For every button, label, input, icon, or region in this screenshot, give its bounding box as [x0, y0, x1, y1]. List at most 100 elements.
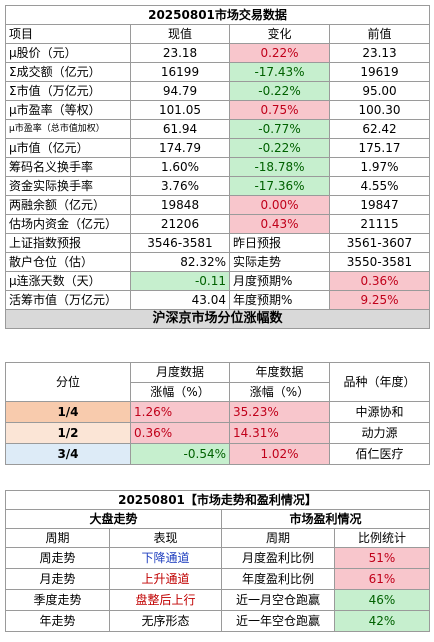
month-gain: 0.36%: [130, 422, 230, 444]
profit-label: 近一年空仓跑赢: [221, 610, 335, 632]
variety-name: 动力源: [329, 422, 430, 444]
header-month: 月度数据: [130, 362, 230, 383]
table-row: 1/4 1.26% 35.23% 中源协和: [5, 401, 430, 423]
table-row: Σ成交额（亿元） 16199 -17.43% 19619: [5, 62, 430, 82]
month-gain: -0.54%: [130, 443, 230, 465]
current-value: 1.60%: [130, 157, 230, 177]
table-row: 1/2 0.36% 14.31% 动力源: [5, 422, 430, 444]
current-value: 19848: [130, 195, 230, 215]
change-value: -0.22%: [229, 81, 330, 101]
table-row: 3/4 -0.54% 1.02% 佰仁医疗: [5, 443, 430, 465]
current-value: 21206: [130, 214, 230, 234]
row-label: 活筹市值（万亿元）: [5, 290, 131, 310]
profit-ratio: 61%: [334, 568, 430, 590]
quantile-label: 3/4: [5, 443, 131, 465]
previous-value: 23.13: [329, 43, 430, 63]
header-year-sub: 涨幅（%）: [229, 381, 330, 402]
header-item: 项目: [5, 24, 131, 44]
change-value: -18.78%: [229, 157, 330, 177]
row-label: μ市值（亿元）: [5, 138, 131, 158]
trend-profit-table: 20250801【市场走势和盈利情况】 大盘走势 市场盈利情况 周期 表现 周期…: [5, 490, 430, 632]
change-value: 0.00%: [229, 195, 330, 215]
previous-value: 175.17: [329, 138, 430, 158]
header-quantile: 分位: [5, 362, 131, 402]
change-value: -0.77%: [229, 119, 330, 139]
row-label: μ连涨天数（天）: [5, 271, 131, 291]
change-value: 0.75%: [229, 100, 330, 120]
row-label: 散户仓位（估）: [5, 252, 131, 272]
market-data-table: 20250801市场交易数据 项目 现值 变化 前值 μ股价（元） 23.18 …: [5, 5, 430, 329]
table-row: 估场内资金（亿元） 21206 0.43% 21115: [5, 214, 430, 234]
row-label: 实际走势: [229, 252, 330, 272]
table-row: 散户仓位（估） 82.32% 实际走势 3550-3581: [5, 252, 430, 272]
table-row: μ市值（亿元） 174.79 -0.22% 175.17: [5, 138, 430, 158]
previous-value: 95.00: [329, 81, 430, 101]
header-month-sub: 涨幅（%）: [130, 381, 230, 402]
table-row: 季度走势 盘整后上行 近一月空仓跑赢 46%: [5, 589, 430, 611]
change-value: -17.36%: [229, 176, 330, 196]
period-label: 周走势: [5, 547, 110, 569]
current-value: 61.94: [130, 119, 230, 139]
trend-value: 下降通道: [109, 547, 222, 569]
row-label: 资金实际换手率: [5, 176, 131, 196]
row-label: 两融余额（亿元）: [5, 195, 131, 215]
position-value: 82.32%: [130, 252, 230, 272]
year-gain: 14.31%: [229, 422, 330, 444]
active-cap-value: 43.04: [130, 290, 230, 310]
table-row: μ股价（元） 23.18 0.22% 23.13: [5, 43, 430, 63]
row-label: Σ成交额（亿元）: [5, 62, 131, 82]
forecast-value: 3561-3607: [329, 233, 430, 253]
variety-name: 中源协和: [329, 401, 430, 423]
header-period: 周期: [5, 528, 110, 548]
previous-value: 19619: [329, 62, 430, 82]
quantile-label: 1/2: [5, 422, 131, 444]
profit-ratio: 51%: [334, 547, 430, 569]
header-change: 变化: [229, 24, 330, 44]
change-value: 0.43%: [229, 214, 330, 234]
table-row: 筹码名义换手率 1.60% -18.78% 1.97%: [5, 157, 430, 177]
trend-value: 上升通道: [109, 568, 222, 590]
quantile-table: 分位 月度数据 年度数据 品种（年度） 涨幅（%） 涨幅（%） 1/4 1.26…: [5, 362, 430, 465]
previous-value: 1.97%: [329, 157, 430, 177]
profit-ratio: 42%: [334, 610, 430, 632]
header-performance: 表现: [109, 528, 222, 548]
current-value: 174.79: [130, 138, 230, 158]
header-market-trend: 大盘走势: [5, 509, 222, 529]
profit-ratio: 46%: [334, 589, 430, 611]
row-label: 筹码名义换手率: [5, 157, 131, 177]
year-gain: 35.23%: [229, 401, 330, 423]
table-row: 活筹市值（万亿元） 43.04 年度预期% 9.25%: [5, 290, 430, 310]
year-gain: 1.02%: [229, 443, 330, 465]
profit-label: 月度盈利比例: [221, 547, 335, 569]
current-value: 101.05: [130, 100, 230, 120]
variety-name: 佰仁医疗: [329, 443, 430, 465]
previous-value: 62.42: [329, 119, 430, 139]
previous-value: 100.30: [329, 100, 430, 120]
row-label: 昨日预报: [229, 233, 330, 253]
table-row: μ连涨天数（天） -0.11 月度预期% 0.36%: [5, 271, 430, 291]
header-variety: 品种（年度）: [329, 362, 430, 402]
profit-label: 近一月空仓跑赢: [221, 589, 335, 611]
row-label: 估场内资金（亿元）: [5, 214, 131, 234]
trend-value: 盘整后上行: [109, 589, 222, 611]
month-gain: 1.26%: [130, 401, 230, 423]
row-label: μ市盈率（等权）: [5, 100, 131, 120]
header-market-profit: 市场盈利情况: [221, 509, 430, 529]
header-ratio: 比例统计: [334, 528, 430, 548]
previous-value: 4.55%: [329, 176, 430, 196]
table-row: 资金实际换手率 3.76% -17.36% 4.55%: [5, 176, 430, 196]
row-label: μ市盈率（总市值加权）: [5, 119, 131, 139]
table-row: 上证指数预报 3546-3581 昨日预报 3561-3607: [5, 233, 430, 253]
current-value: 3.76%: [130, 176, 230, 196]
row-label: Σ市值（万亿元）: [5, 81, 131, 101]
actual-value: 3550-3581: [329, 252, 430, 272]
trend-value: 无序形态: [109, 610, 222, 632]
row-label: 月度预期%: [229, 271, 330, 291]
period-label: 年走势: [5, 610, 110, 632]
table-row: 月走势 上升通道 年度盈利比例 61%: [5, 568, 430, 590]
header-period: 周期: [221, 528, 335, 548]
table-row: μ市盈率（等权） 101.05 0.75% 100.30: [5, 100, 430, 120]
table-title: 20250801市场交易数据: [5, 5, 430, 25]
quantile-label: 1/4: [5, 401, 131, 423]
change-value: -0.22%: [229, 138, 330, 158]
